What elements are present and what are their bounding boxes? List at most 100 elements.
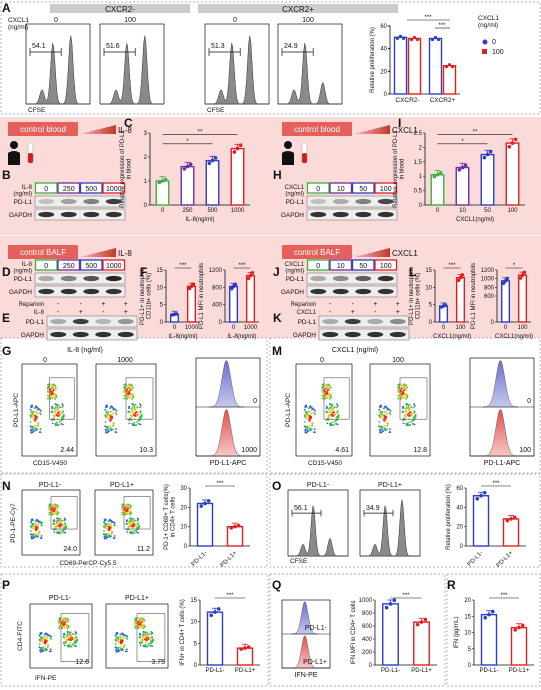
blot-band: [310, 211, 327, 218]
data-point: [246, 645, 251, 649]
label-line: (ng/ml): [285, 192, 304, 198]
dot: [64, 531, 66, 534]
dot: [405, 389, 408, 392]
bar-chart-F2: 0 400 800 1200 0 1000 IL-8(ng/ml) PD-L1 MFI in …: [199, 263, 259, 340]
dot: [126, 398, 128, 400]
dot: [39, 633, 42, 635]
dot: [382, 407, 385, 410]
dot: [128, 520, 131, 523]
dot: [63, 644, 66, 647]
label-line: in blood: [400, 158, 406, 179]
dot: [33, 527, 35, 530]
dot: [55, 386, 57, 389]
y-tick-label: 10: [156, 285, 163, 291]
dot: [134, 414, 137, 417]
dot: [133, 530, 136, 532]
dot: [49, 398, 52, 400]
dot: [326, 392, 329, 394]
treatment-sign: -: [57, 301, 60, 308]
blot-strip: [306, 272, 398, 285]
dot: [145, 641, 148, 644]
concentration-box: [34, 182, 58, 194]
gate-value: 4.61: [335, 447, 349, 454]
blot-band: [377, 198, 394, 205]
y-tick-label: 0: [219, 320, 223, 326]
blot-band: [332, 288, 349, 295]
banner-text: control BALF: [20, 248, 66, 257]
dot: [313, 431, 315, 433]
dot: [43, 634, 46, 636]
flow-title: PD-L1+: [125, 595, 149, 602]
dot: [104, 408, 107, 411]
bar: [407, 37, 422, 95]
concentration-box: [57, 182, 81, 194]
panel-letter-C: C: [124, 116, 133, 130]
banner-h: control blood CXCL1: [282, 122, 418, 136]
dot: [329, 406, 331, 408]
dot: [45, 640, 48, 643]
dot: [66, 635, 69, 638]
x-axis-label: IL-8(ng/ml): [227, 334, 256, 340]
dot: [105, 426, 108, 429]
dot: [409, 407, 411, 410]
x-tick-label: PD-L1+: [235, 668, 256, 674]
dot: [405, 407, 408, 410]
banner-text: control blood: [20, 125, 66, 134]
dot: [111, 530, 113, 533]
x-axis-label: CD15-V450: [33, 460, 67, 467]
dot: [325, 410, 328, 413]
y-tick-label: 2: [419, 145, 423, 151]
histogram-label: PD-L1-: [305, 625, 328, 632]
tube-blood: [302, 153, 307, 163]
dot: [140, 621, 143, 623]
blot-row-label: PD-L1: [298, 319, 317, 326]
blot-strip: [34, 195, 126, 208]
dot: [383, 419, 385, 422]
dot: [66, 633, 69, 635]
y-axis-label: PD-L1 MFI in neutrophils: [199, 263, 205, 329]
dot: [386, 423, 389, 426]
dot: [336, 410, 339, 413]
dot: [139, 405, 142, 407]
plot-frame: [204, 23, 270, 105]
y-tick-label: 600: [362, 624, 373, 630]
dot: [52, 387, 55, 389]
dot: [29, 533, 32, 535]
dot: [110, 535, 113, 538]
y-tick-label: 10: [425, 285, 432, 291]
dot: [31, 518, 34, 521]
treatment-sign: -: [374, 309, 377, 316]
concentration-label: 250: [63, 186, 75, 193]
dot: [397, 383, 400, 386]
y-tick-label: 30: [180, 486, 187, 492]
dot: [336, 403, 338, 406]
blot-strip: [318, 328, 410, 341]
x-axis-label: IFN-PE: [35, 675, 57, 682]
x-tick-label: 0: [232, 325, 236, 331]
blot-band: [377, 211, 394, 218]
label-line: (ng/ml): [13, 192, 32, 198]
conc-label: 100: [302, 17, 314, 24]
gate-value: 12.6: [75, 659, 89, 666]
dot: [40, 522, 43, 524]
dot: [34, 525, 37, 528]
dot: [128, 525, 131, 527]
data-point: [509, 517, 513, 521]
data-point: [232, 150, 237, 154]
dot: [378, 421, 381, 423]
dot: [109, 411, 112, 413]
banner-agent: CXCL1: [392, 126, 418, 135]
dot: [110, 520, 112, 522]
dot: [148, 633, 150, 635]
dot: [404, 408, 407, 410]
y-tick-label: 0: [384, 92, 388, 98]
concentration-label: 0: [316, 186, 320, 193]
dot: [56, 519, 59, 522]
dot: [115, 409, 118, 412]
dot: [64, 621, 67, 623]
dot: [64, 522, 66, 525]
dot: [310, 428, 313, 431]
dot: [335, 406, 338, 409]
dot: [58, 421, 61, 423]
blot-row-label: PD-L1: [286, 276, 305, 283]
